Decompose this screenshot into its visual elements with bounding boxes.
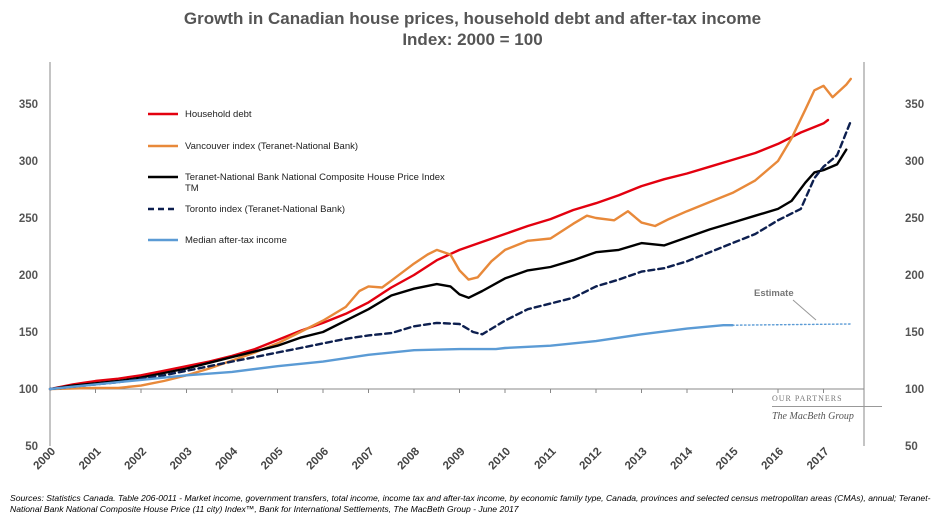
y-tick-label-left: 300 — [19, 156, 38, 168]
x-tick-label: 2004 — [214, 445, 241, 472]
y-tick-label-left: 150 — [19, 327, 38, 339]
x-tick-label: 2007 — [350, 446, 377, 473]
y-tick-label-right: 50 — [905, 441, 918, 453]
x-tick-label: 2010 — [487, 446, 514, 473]
x-tick-label: 2013 — [623, 446, 650, 473]
legend-label-line: Vancouver index (Teranet-National Bank) — [185, 141, 358, 152]
x-tick-label: 2017 — [805, 446, 832, 473]
watermark-name: The MacBeth Group — [772, 411, 854, 422]
series-line-income-estimate — [731, 323, 852, 326]
x-tick-label: 2001 — [77, 445, 104, 472]
y-tick-label-right: 150 — [905, 327, 924, 339]
x-tick-label: 2002 — [123, 446, 150, 473]
y-tick-label-left: 200 — [19, 270, 38, 282]
x-tick-label: 2016 — [760, 446, 787, 473]
y-tick-label-right: 300 — [905, 156, 924, 168]
series-line-2 — [48, 148, 848, 391]
x-tick-label: 2015 — [714, 445, 741, 472]
legend-label: Median after-tax income — [185, 235, 287, 246]
legend-label: Teranet-National Bank National Composite… — [185, 172, 445, 194]
y-tick-label-right: 250 — [905, 213, 924, 225]
legend-label-line: Household debt — [185, 109, 252, 120]
partner-watermark: OUR PARTNERS The MacBeth Group — [772, 394, 892, 422]
estimate-label: Estimate — [754, 288, 794, 299]
series-line-4 — [48, 324, 734, 391]
y-tick-label-right: 200 — [905, 270, 924, 282]
watermark-rule — [772, 406, 882, 407]
legend-label-line: Toronto index (Teranet-National Bank) — [185, 204, 345, 215]
chart-title: Growth in Canadian house prices, househo… — [183, 9, 762, 28]
legend: Household debt Vancouver index (Teranet-N… — [148, 109, 445, 246]
legend-label: Toronto index (Teranet-National Bank) — [185, 204, 345, 215]
annotations: Estimate — [754, 288, 817, 321]
x-tick-label: 2012 — [578, 446, 605, 473]
y-tick-label-left: 350 — [19, 99, 38, 111]
x-tick-label: 2009 — [441, 446, 468, 473]
x-tick-label: 2014 — [669, 445, 696, 472]
x-tick-label: 2003 — [168, 446, 195, 473]
x-tick-label: 2008 — [396, 445, 423, 472]
y-tick-label-left: 250 — [19, 213, 38, 225]
y-tick-label-left: 100 — [19, 384, 38, 396]
watermark-top-text: OUR PARTNERS — [772, 394, 843, 403]
series-line-1 — [48, 77, 852, 391]
chart-subtitle: Index: 2000 = 100 — [402, 30, 543, 49]
x-tick-label: 2006 — [305, 446, 332, 473]
y-tick-label-left: 50 — [25, 441, 38, 453]
series-lines — [48, 77, 852, 391]
legend-label-line: TM — [185, 183, 199, 194]
legend-label: Vancouver index (Teranet-National Bank) — [185, 141, 358, 152]
series-line-0 — [48, 118, 830, 391]
legend-label: Household debt — [185, 109, 252, 120]
y-tick-label-right: 100 — [905, 384, 924, 396]
x-tick-label: 2005 — [259, 445, 286, 472]
estimate-pointer — [792, 299, 817, 321]
chart-title-block: Growth in Canadian house prices, househo… — [0, 8, 945, 50]
y-tick-label-right: 350 — [905, 99, 924, 111]
legend-label-line: Median after-tax income — [185, 235, 287, 246]
source-note: Sources: Statistics Canada. Table 206-00… — [10, 493, 931, 514]
series-line-3 — [48, 119, 852, 391]
x-tick-label: 2011 — [532, 445, 559, 472]
legend-label-line: Teranet-National Bank National Composite… — [185, 172, 445, 183]
